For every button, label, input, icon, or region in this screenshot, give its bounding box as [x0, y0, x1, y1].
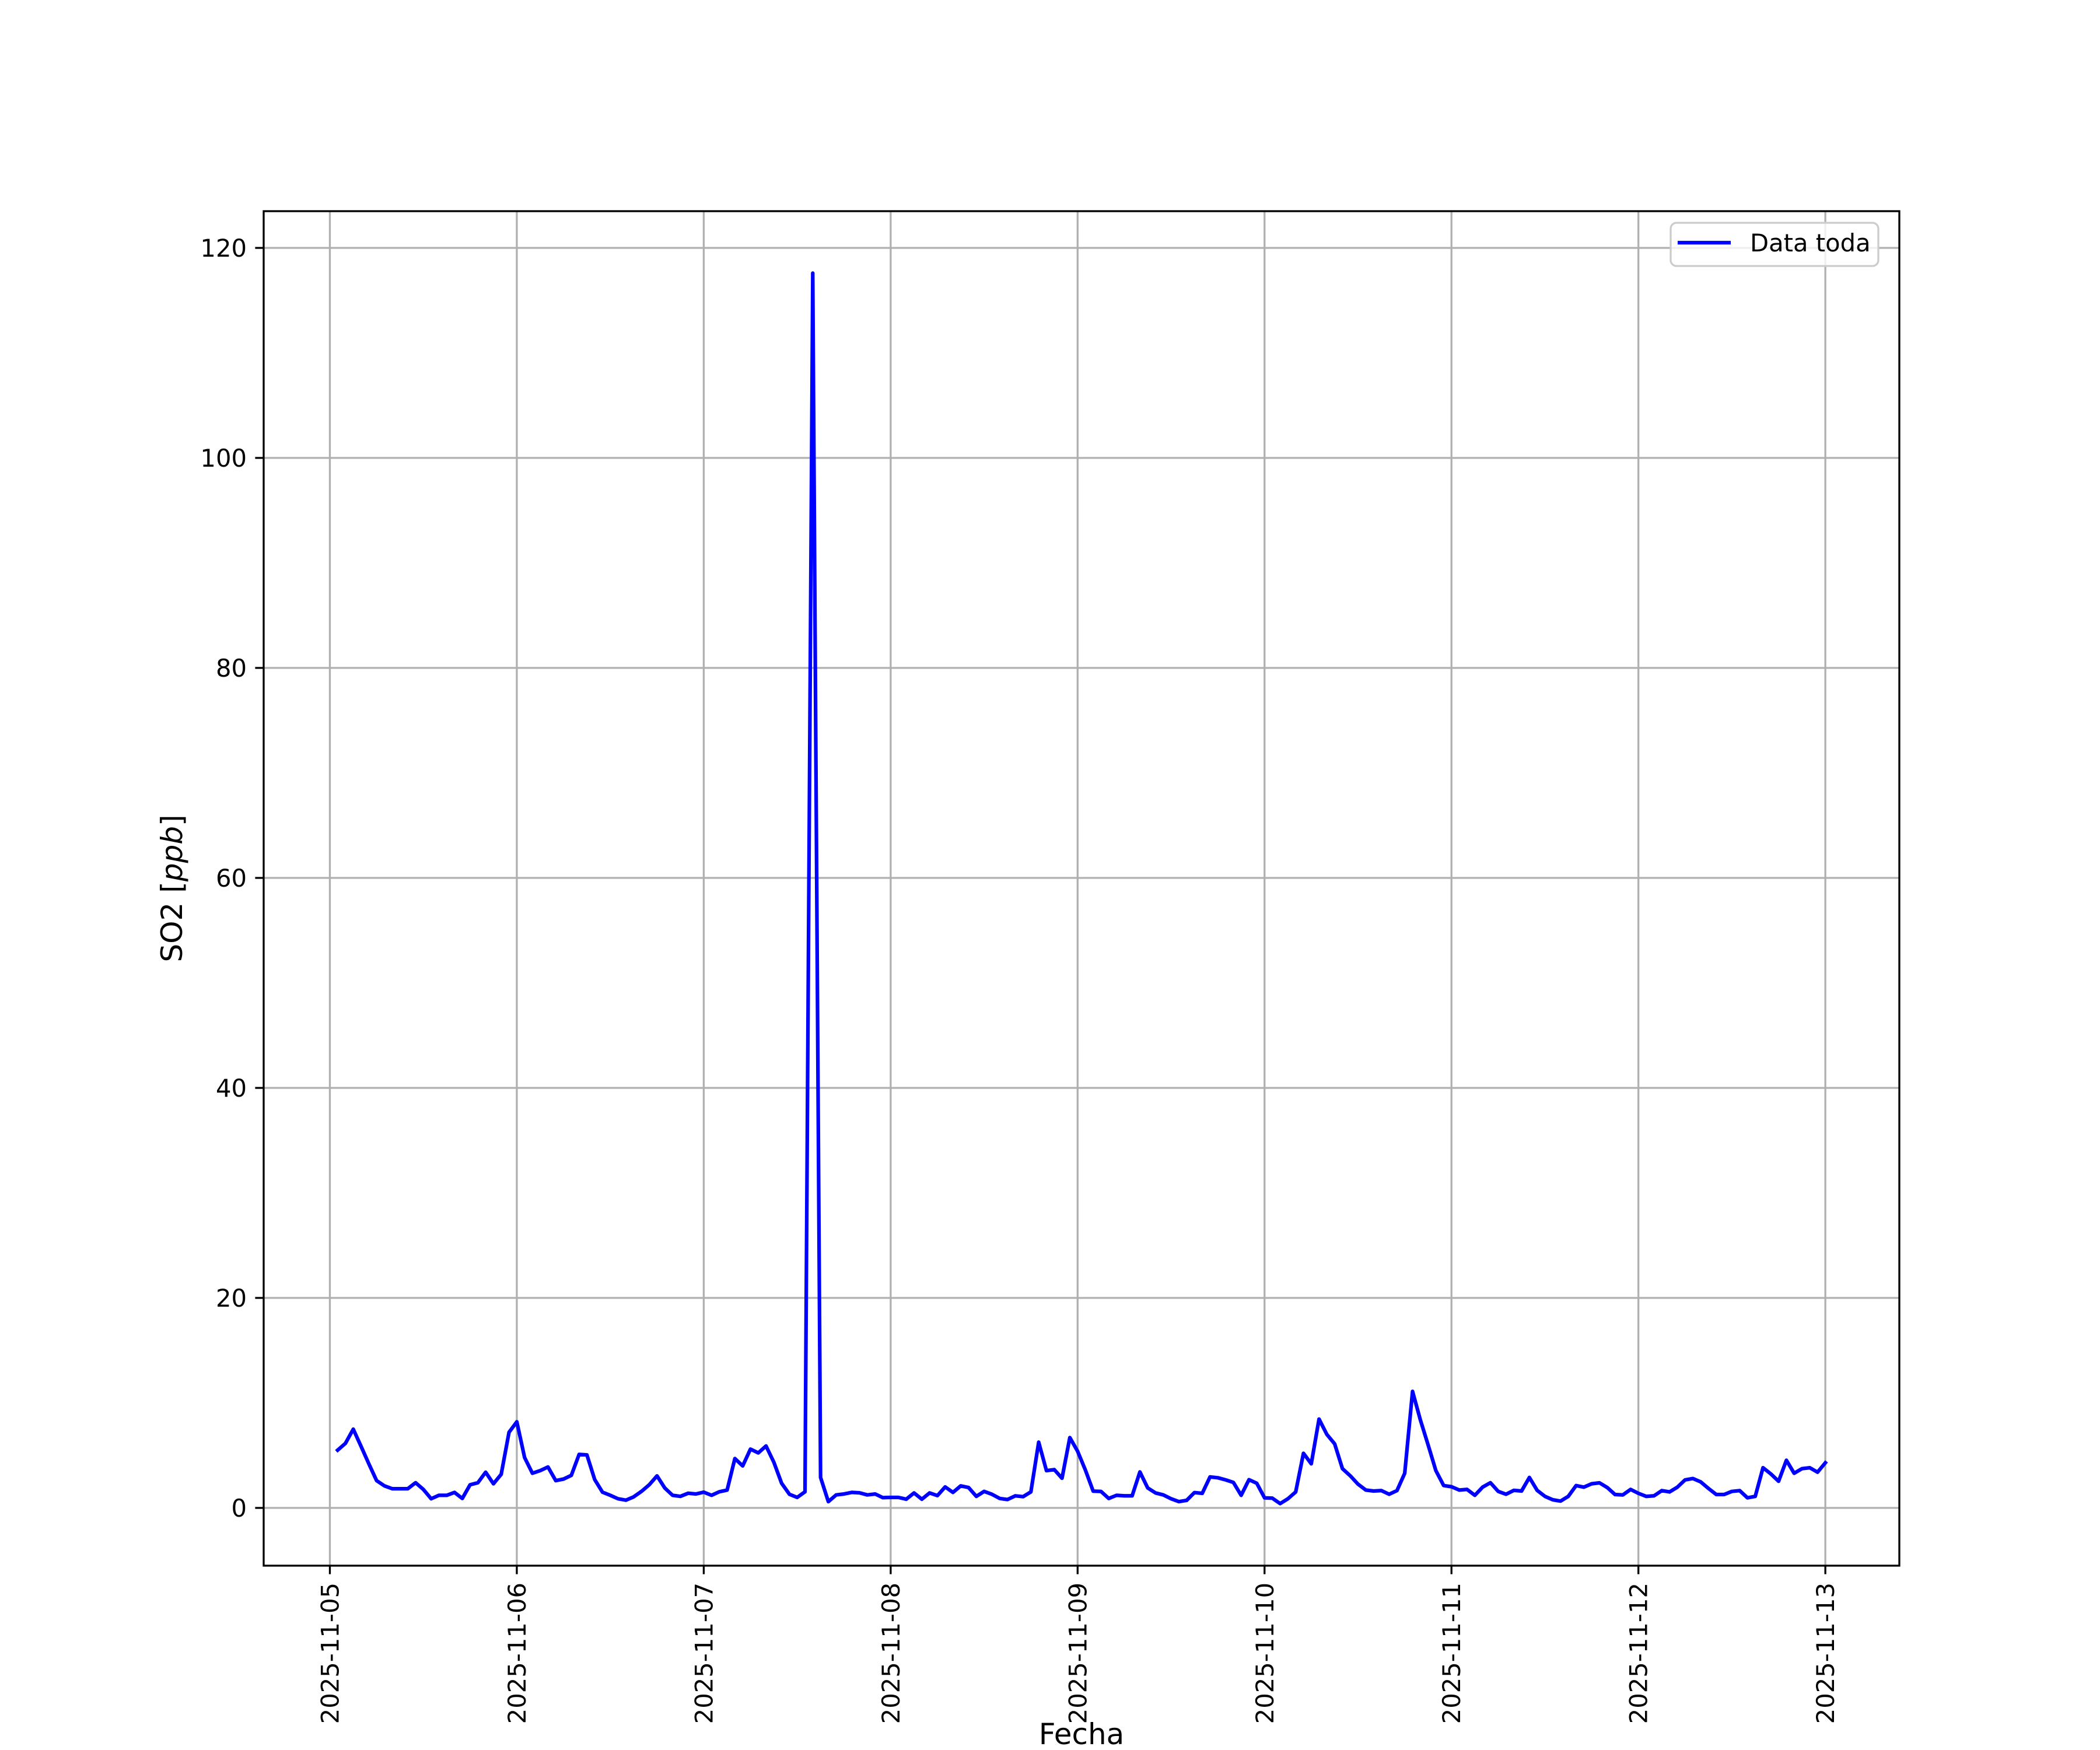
y-tick-label: 0 — [231, 1494, 247, 1522]
x-tick-label: 2025-11-09 — [1063, 1583, 1092, 1724]
legend-label: Data toda — [1750, 229, 1871, 257]
x-tick-label: 2025-11-08 — [877, 1583, 905, 1724]
y-tick-label: 60 — [216, 864, 247, 892]
y-tick-label: 40 — [216, 1074, 247, 1102]
y-tick-label: 120 — [200, 234, 247, 262]
grid — [264, 211, 1899, 1566]
x-tick-label: 2025-11-05 — [316, 1583, 344, 1724]
x-tick-label: 2025-11-11 — [1437, 1583, 1466, 1724]
y-tick-label: 100 — [200, 444, 247, 473]
legend: Data toda — [1670, 222, 1880, 267]
x-axis-label: Fecha — [1039, 1717, 1125, 1750]
series-line-data-toda — [335, 271, 1828, 1506]
x-tick-label: 2025-11-07 — [690, 1583, 718, 1724]
y-tick-label: 20 — [216, 1284, 247, 1312]
y-axis-label-main: SO2 — [155, 893, 189, 963]
y-axis-label-unit: ppb — [155, 826, 189, 882]
axes-frame — [262, 210, 1901, 1567]
y-axis-label-bracket-close: ] — [155, 814, 189, 826]
x-tick-label: 2025-11-13 — [1811, 1583, 1840, 1724]
y-tick-label: 80 — [216, 654, 247, 682]
x-tick-label: 2025-11-06 — [503, 1583, 531, 1724]
y-axis: 0 20 40 60 80 100 120 — [200, 234, 264, 1522]
x-tick-label: 2025-11-12 — [1625, 1583, 1653, 1724]
y-axis-label-bracket-open: [ — [155, 881, 189, 893]
x-axis: 2025-11-05 2025-11-06 2025-11-07 2025-11-08… — [316, 1566, 1840, 1724]
x-tick-label: 2025-11-10 — [1251, 1583, 1279, 1724]
legend-frame — [1670, 222, 1880, 267]
y-axis-label: SO2 [ppb] — [155, 814, 189, 962]
series-layer — [335, 271, 1828, 1506]
